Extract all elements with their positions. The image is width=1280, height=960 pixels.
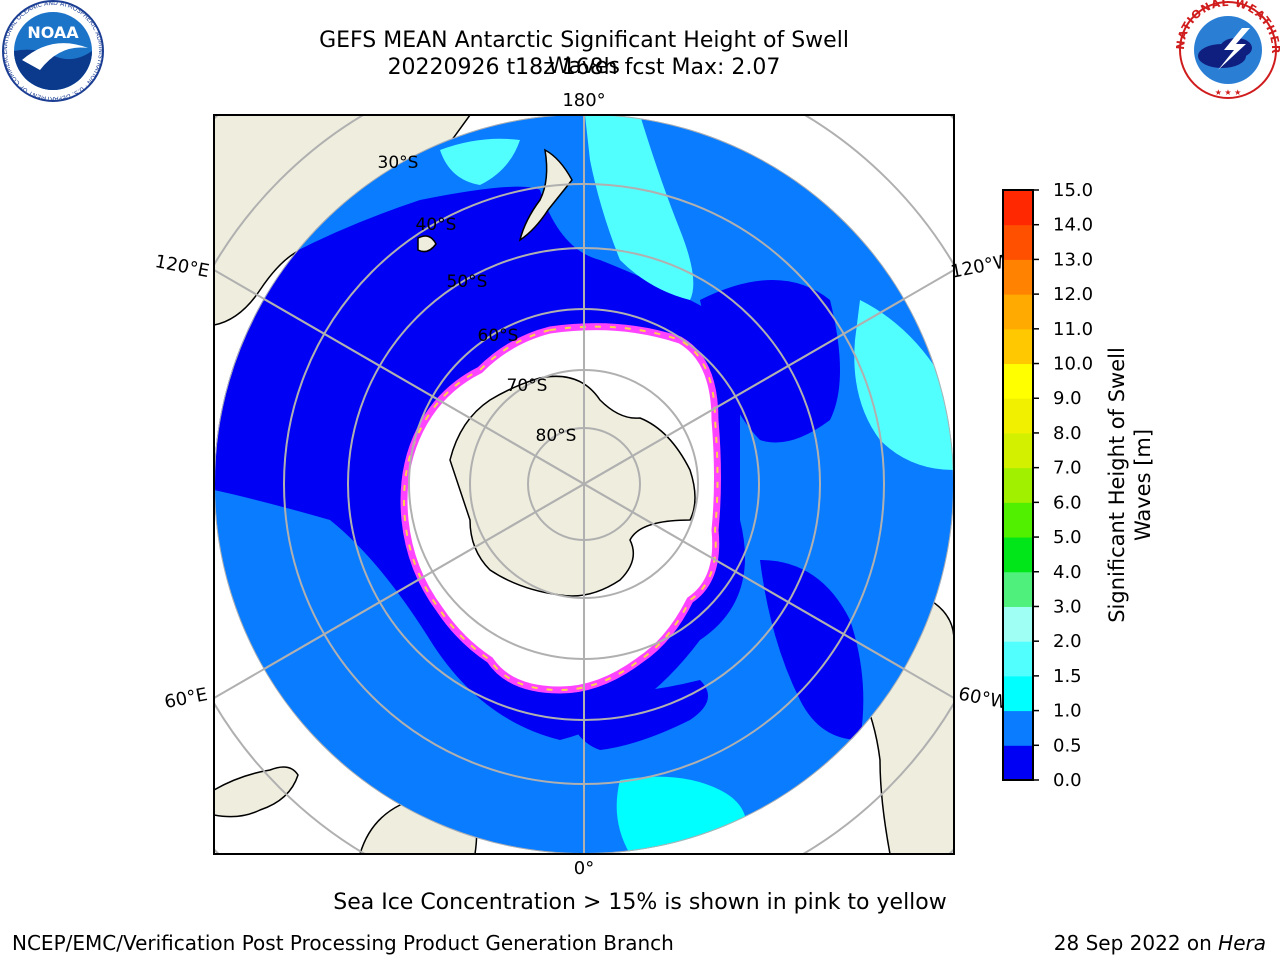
colorbar-frame: [1002, 189, 1034, 781]
lon-label-0: 0°: [574, 858, 594, 879]
colorbar-swatch: [1003, 398, 1033, 434]
chart-subtitle: 20220926 t18z 168h fcst Max: 2.07: [387, 55, 781, 80]
colorbar-swatch: [1003, 259, 1033, 295]
colorbar-tick-label: 0.5: [1053, 735, 1082, 756]
land-tasmania: [417, 235, 437, 253]
colorbar-swatch: [1003, 467, 1033, 503]
colorbar-tick-label: 9.0: [1053, 388, 1082, 409]
colorbar-swatch: [1003, 328, 1033, 365]
colorbar-swatch: [1003, 571, 1033, 607]
colorbar-swatch: [1003, 710, 1033, 746]
lon-label-60e: 60°E: [163, 684, 209, 713]
land-new-zealand: [518, 148, 573, 242]
colorbar-label-line2: Waves [m]: [1131, 429, 1155, 541]
noaa-logo-text: NOAA: [27, 23, 79, 42]
colorbar-tick-label: 10.0: [1053, 354, 1093, 375]
lat-label-40s: 40°S: [416, 215, 457, 235]
colorbar-swatch: [1003, 224, 1033, 260]
colorbar-tick-label: 14.0: [1053, 215, 1093, 236]
swell-patch-nw: [440, 138, 520, 185]
colorbar-swatch: [1003, 537, 1033, 573]
colorbar-tick-label: 0.0: [1053, 770, 1082, 791]
chart-title: GEFS MEAN Antarctic Significant Height o…: [319, 28, 849, 79]
sea-ice-note: Sea Ice Concentration > 15% is shown in …: [333, 890, 947, 915]
colorbar-tick-label: 12.0: [1053, 284, 1093, 305]
lat-label-80s: 80°S: [536, 426, 577, 446]
map-frame: [213, 114, 955, 855]
date-text: 28 Sep 2022 on: [1053, 931, 1212, 955]
colorbar-swatch: [1003, 502, 1033, 538]
colorbar-tick-label: 6.0: [1053, 492, 1082, 513]
lat-label-60s: 60°S: [478, 326, 519, 346]
colorbar-tick-label: 4.0: [1053, 562, 1082, 583]
colorbar-swatch: [1003, 432, 1033, 469]
lat-label-50s: 50°S: [447, 272, 488, 292]
swell-band-north: [585, 115, 694, 300]
colorbar-swatch: [1003, 675, 1033, 712]
colorbar-swatch: [1003, 190, 1033, 226]
colorbar-tick-label: 11.0: [1053, 319, 1093, 340]
land-antarctica: [449, 375, 696, 597]
date-line: 28 Sep 2022 on Hera: [1054, 931, 1266, 955]
colorbar-tick-label: 2.0: [1053, 631, 1082, 652]
date-host: Hera: [1218, 931, 1266, 955]
land-africa: [214, 766, 299, 818]
noaa-logo: NOAA NATIONAL OCEANIC AND ATMOSPHERIC AD…: [2, 0, 104, 102]
lat-label-70s: 70°S: [507, 376, 548, 396]
colorbar-swatch: [1003, 641, 1033, 677]
colorbar-tick-label: 1.5: [1053, 666, 1082, 687]
lat-label-30s: 30°S: [378, 153, 419, 173]
colorbar-swatch: [1003, 294, 1033, 330]
colorbar-tick-label: 13.0: [1053, 249, 1093, 270]
nws-logo: NATIONAL WEATHER SERVICE ★ ★ ★: [1176, 0, 1280, 99]
colorbar: 0.0 0.5 1.0 1.5 2.0 3.0 4.0 5.0 6.0 7.0 8.0 9.0 10.0…: [1002, 180, 1093, 791]
lon-label-120e: 120°E: [153, 251, 211, 282]
colorbar-tick-label: 15.0: [1053, 180, 1093, 201]
lon-label-60w: 60°W: [957, 684, 1010, 714]
svg-text:★ ★ ★: ★ ★ ★: [1215, 88, 1242, 97]
colorbar-tick-label: 7.0: [1053, 458, 1082, 479]
colorbar-swatch: [1003, 745, 1033, 781]
colorbar-label-line1: Significant Height of Swell: [1105, 347, 1129, 623]
colorbar-tick-label: 1.0: [1053, 701, 1082, 722]
colorbar-tick-label: 8.0: [1053, 423, 1082, 444]
lon-label-180: 180°: [562, 90, 605, 111]
colorbar-swatch: [1003, 606, 1033, 642]
colorbar-tick-label: 5.0: [1053, 527, 1082, 548]
colorbar-tick-label: 3.0: [1053, 596, 1082, 617]
colorbar-swatch: [1003, 363, 1033, 399]
credit-line: NCEP/EMC/Verification Post Processing Pr…: [12, 931, 674, 955]
